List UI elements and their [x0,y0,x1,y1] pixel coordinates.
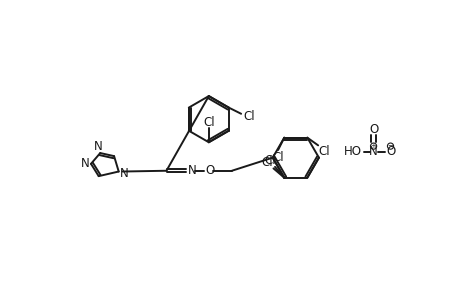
Text: −: − [387,143,392,149]
Text: O: O [385,145,394,158]
Text: Cl: Cl [272,151,283,164]
Text: N: N [94,140,103,153]
Text: HO: HO [343,145,361,158]
Text: Cl: Cl [264,154,275,167]
Text: +: + [370,143,376,149]
Text: Cl: Cl [261,156,273,169]
Text: N: N [369,145,377,158]
Text: Cl: Cl [202,116,214,129]
Text: N: N [187,164,196,177]
Text: N: N [119,167,128,180]
Text: N: N [80,157,89,170]
Text: Cl: Cl [242,110,254,123]
Text: Cl: Cl [318,145,330,158]
Text: O: O [205,164,214,177]
Text: O: O [368,123,377,136]
